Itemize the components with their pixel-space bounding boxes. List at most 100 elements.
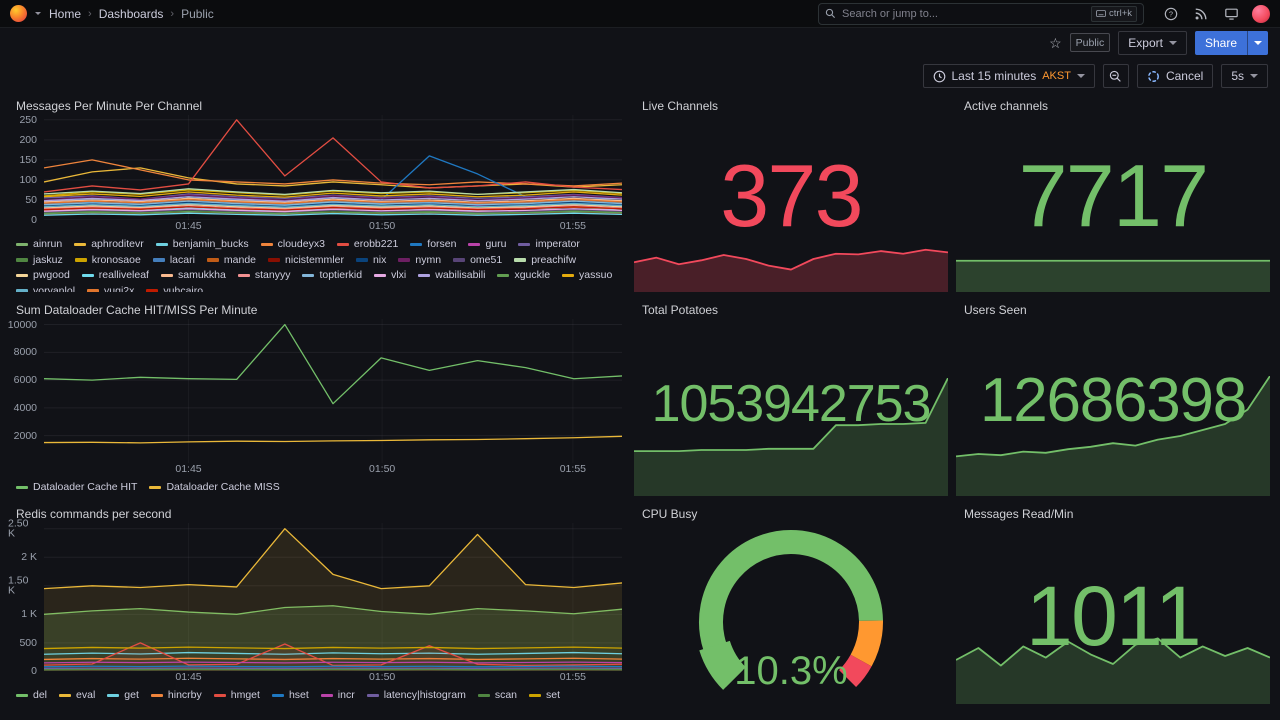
legend-item[interactable]: samukkha (160, 269, 226, 282)
panel-redis-commands: Redis commands per second 0 500 1 K 1.50 K 2… (8, 504, 626, 704)
share-button[interactable]: Share (1194, 30, 1247, 55)
legend-item[interactable]: realliveleaf (81, 269, 149, 282)
panel-title[interactable]: Messages Read/Min (964, 507, 1074, 521)
panel-title[interactable]: CPU Busy (642, 507, 698, 521)
panel-title[interactable]: Total Potatoes (642, 303, 719, 317)
news-rss-icon[interactable] (1192, 5, 1210, 23)
panel-title[interactable]: Messages Per Minute Per Channel (16, 99, 203, 113)
zoom-out-button[interactable] (1102, 64, 1129, 88)
legend-item[interactable]: hset (271, 689, 309, 702)
legend-item[interactable]: eval (59, 689, 95, 702)
help-icon[interactable]: ? (1162, 5, 1180, 23)
legend-item[interactable]: vlxi (374, 269, 406, 282)
x-axis: 01:45 01:50 01:55 (44, 463, 622, 478)
legend-item[interactable]: yassuo (562, 269, 612, 282)
legend-swatch-icon (374, 273, 387, 278)
legend-label: lacari (169, 253, 195, 266)
y-axis: 0 50 100 150 200 250 (8, 115, 44, 225)
panel-live-channels: Live Channels 373 (634, 96, 948, 292)
panel-title[interactable]: Redis commands per second (16, 507, 172, 521)
legend-swatch-icon (81, 273, 94, 278)
legend-swatch-icon (518, 242, 531, 247)
y-axis: 0 500 1 K 1.50 K 2 K 2.50 K (8, 518, 44, 676)
legend-label: cloudeyx3 (277, 238, 325, 250)
legend-item[interactable]: pwgood (16, 269, 70, 282)
stat-value: 12686398 (980, 366, 1247, 435)
breadcrumb-home[interactable]: Home (49, 6, 82, 21)
legend-item[interactable]: forsen (410, 238, 456, 251)
legend-item[interactable]: yoryanlol (16, 285, 75, 292)
legend-item[interactable]: Dataloader Cache HIT (16, 481, 137, 494)
legend-item[interactable]: jaskuz (16, 254, 63, 267)
legend-item[interactable]: scan (477, 689, 517, 702)
legend-item[interactable]: cloudeyx3 (260, 238, 325, 251)
public-tag: Public (1069, 33, 1111, 52)
panel-title[interactable]: Live Channels (642, 99, 719, 113)
user-avatar[interactable] (1252, 4, 1270, 23)
legend-item[interactable]: toptierkid (302, 269, 362, 282)
chart-plot-area[interactable] (44, 523, 622, 672)
x-tick-label: 01:45 (175, 671, 202, 684)
legend-item[interactable]: hmget (213, 689, 260, 702)
legend-swatch-icon (107, 693, 120, 698)
breadcrumb-dashboards[interactable]: Dashboards (98, 6, 164, 21)
panel-title[interactable]: Active channels (964, 99, 1049, 113)
legend-item[interactable]: guru (468, 238, 506, 251)
legend-item[interactable]: hincrby (150, 689, 202, 702)
chart-legend: del eval get hincrby hmget hset incr latency|hi… (8, 686, 626, 704)
legend-item[interactable]: imperator (518, 238, 580, 251)
gauge-canvas: 10.3% (699, 530, 883, 693)
legend-item[interactable]: nix (355, 253, 387, 267)
search-input[interactable]: Search or jump to... ctrl+k (818, 2, 1144, 25)
legend-swatch-icon (336, 242, 349, 247)
legend-item[interactable]: del (16, 689, 47, 702)
legend-label: samukkha (177, 269, 226, 282)
time-range-picker[interactable]: Last 15 minutes AKST (922, 64, 1095, 88)
legend-item[interactable]: get (107, 689, 139, 702)
legend-item[interactable]: xguckle (497, 269, 550, 282)
star-icon[interactable]: ☆ (1049, 34, 1062, 51)
legend-swatch-icon (271, 693, 284, 698)
panel-title[interactable]: Sum Dataloader Cache HIT/MISS Per Minute (16, 303, 258, 317)
legend-label: toptierkid (319, 269, 363, 282)
panel-messages-read: Messages Read/Min 1011 (956, 504, 1270, 704)
share-menu-button[interactable] (1247, 30, 1268, 55)
legend-item[interactable]: preachifw (514, 254, 576, 267)
legend-item[interactable]: stanyyy (237, 269, 290, 282)
export-button[interactable]: Export (1118, 30, 1187, 55)
legend-item[interactable]: latency|histogram (366, 689, 466, 702)
legend-swatch-icon (74, 258, 87, 262)
legend-item[interactable]: erobb221 (336, 238, 399, 251)
legend-label: nix (372, 253, 387, 266)
org-caret-icon[interactable] (35, 12, 41, 15)
legend-item[interactable]: kronosaoe (74, 254, 141, 267)
x-axis: 01:45 01:50 01:55 (44, 671, 622, 686)
monitor-icon[interactable] (1222, 5, 1240, 23)
chart-plot-area[interactable] (44, 319, 622, 463)
legend-item[interactable]: ome51 (453, 254, 502, 267)
legend-item[interactable]: set (529, 689, 560, 702)
legend-item[interactable]: aphroditevr (74, 238, 144, 251)
legend-item[interactable]: yuhcairo (146, 285, 203, 292)
legend-item[interactable]: ainrun (16, 238, 62, 251)
refresh-interval-picker[interactable]: 5s (1221, 64, 1268, 88)
legend-swatch-icon (16, 242, 28, 247)
legend-item[interactable]: yugi2x (87, 285, 134, 292)
legend-item[interactable]: nicistemmler (268, 254, 344, 267)
breadcrumb-current: Public (181, 6, 214, 21)
chart-plot-area[interactable] (44, 115, 622, 220)
sparkline-canvas (956, 376, 1270, 496)
legend-item[interactable]: Dataloader Cache MISS (149, 481, 280, 494)
legend-item[interactable]: lacari (152, 253, 195, 267)
legend-item[interactable]: wabilisabili (418, 269, 485, 282)
legend-label: latency|histogram (383, 689, 466, 702)
legend-item[interactable]: mande (206, 254, 256, 267)
legend-label: erobb221 (353, 238, 399, 250)
legend-item[interactable]: incr (320, 689, 355, 702)
legend-item[interactable]: nymn (398, 254, 441, 267)
refresh-cancel-button[interactable]: Cancel (1136, 64, 1214, 88)
stat-sparkline (956, 624, 1270, 704)
legend-item[interactable]: benjamin_bucks (155, 238, 249, 251)
grafana-logo[interactable] (10, 5, 27, 22)
panel-title[interactable]: Users Seen (964, 303, 1027, 317)
